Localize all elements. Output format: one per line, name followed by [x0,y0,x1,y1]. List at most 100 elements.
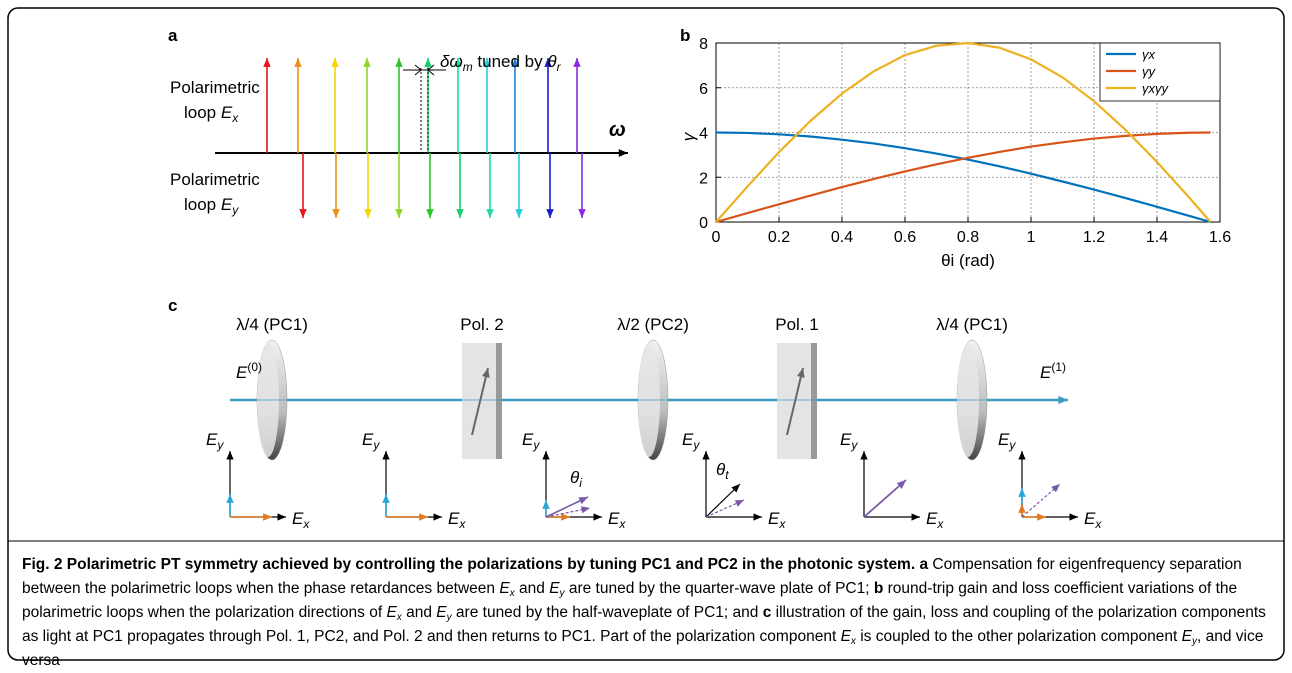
arrow-head [364,209,372,218]
frame-label: Ex [448,509,466,531]
caption-label: a [919,556,929,573]
caption-text: are tuned by the quarter-wave plate of P… [564,580,874,597]
loop-label: loop Ey [184,195,239,217]
label-run: E [292,509,304,528]
arrow-head [753,513,762,521]
arrow-head [860,451,868,460]
y-tick-label: 8 [699,36,708,53]
arrow-head [294,58,302,67]
arrow-head [263,513,272,521]
arrow-head [433,513,442,521]
spectral-line-down [299,153,307,218]
caption-sub: x [850,636,856,647]
arrow-head [426,209,434,218]
y-tick-label: 2 [699,170,708,187]
arrow-head [331,58,339,67]
arrow-head [277,513,286,521]
caption-text: round-trip gain and loss coefficient var… [22,580,1238,621]
label-run: θ [547,52,557,71]
spectral-line-down [426,153,434,218]
label-run: x [778,517,786,531]
arrow-head [1051,484,1060,493]
caption-var: E [499,580,510,597]
label-run: y [532,438,540,452]
legend-label: γy [1142,64,1157,79]
label-run: x [618,517,626,531]
pol-vector [546,513,570,521]
pol-vector [545,496,589,518]
component-label: Pol. 2 [460,315,503,334]
label-run: θ [570,468,580,487]
frame-axis [860,451,868,517]
arrow-head [511,58,519,67]
frame-label: Ey [362,430,380,452]
arrow-head [263,58,271,67]
label-run: y [850,438,858,452]
spectral-line-down [364,153,372,218]
label-run: x [936,517,944,531]
pol-vector [545,506,591,518]
arrow-head [578,209,586,218]
label-run: Polarimetric [170,170,260,189]
arrow-head [896,480,906,489]
label-run: c [168,296,177,315]
series-line [715,131,1211,224]
caption-text: and [401,604,437,621]
frame-label: Ey [682,430,700,452]
x-tick-label: 0.2 [768,229,790,246]
frame-label: Ex [926,509,944,531]
arrow-head [424,58,432,67]
spectral-line-up [454,58,462,153]
spectral-line-up [511,58,519,153]
arrow-head [456,209,464,218]
caption-text: Compensation for eigenfrequency separati… [22,556,1242,597]
polarizer-axis [786,367,805,436]
label-run: i [579,476,582,490]
arrow-head [1058,395,1068,405]
arrow-shaft [786,367,804,436]
arrow-head [546,209,554,218]
arrow-head [382,494,390,503]
caption-text: illustration of the gain, loss and coupl… [22,604,1266,645]
arrow-head [1037,513,1046,521]
label-run: E [236,363,248,382]
polarizer [777,343,811,459]
panel-label: a [168,26,178,45]
annotation: δωm tuned by θr [440,52,562,74]
frame-label: Ex [768,509,786,531]
caption-var: E [840,628,851,645]
component-label: λ/4 (PC1) [236,315,308,334]
label-run: b [680,26,690,45]
arrow-head [911,513,920,521]
arrow-head [382,451,390,460]
caption-sub: y [446,612,452,623]
label-run: E [522,430,534,449]
spectral-line-down [578,153,586,218]
caption-var: E [549,580,560,597]
label-run: E [448,509,460,528]
caption-sub: x [509,588,515,599]
panel-label: b [680,26,690,45]
arrow-head [731,484,740,493]
panel-label: c [168,296,177,315]
component-label: λ/2 (PC2) [617,315,689,334]
caption-sub: y [559,588,565,599]
spectral-line-down [546,153,554,218]
pol-vector [705,499,745,518]
label-run: t [725,468,729,482]
x-tick-label: 0.4 [831,229,853,246]
arrow-head [542,451,550,460]
label-run: m [463,60,473,74]
arrow-head [486,209,494,218]
caption-text: and [514,580,550,597]
caption-sub: x [396,612,402,623]
arrow-head [482,368,490,378]
spectral-line-down [456,153,464,218]
spectral-line-up [395,58,403,153]
caption-text: are tuned by the half-waveplate of PC1; … [451,604,763,621]
arrow-head [1069,513,1078,521]
label-run: a [168,26,178,45]
caption-label: b [873,580,884,597]
spectral-line-down [486,153,494,218]
frame [7,7,1285,661]
